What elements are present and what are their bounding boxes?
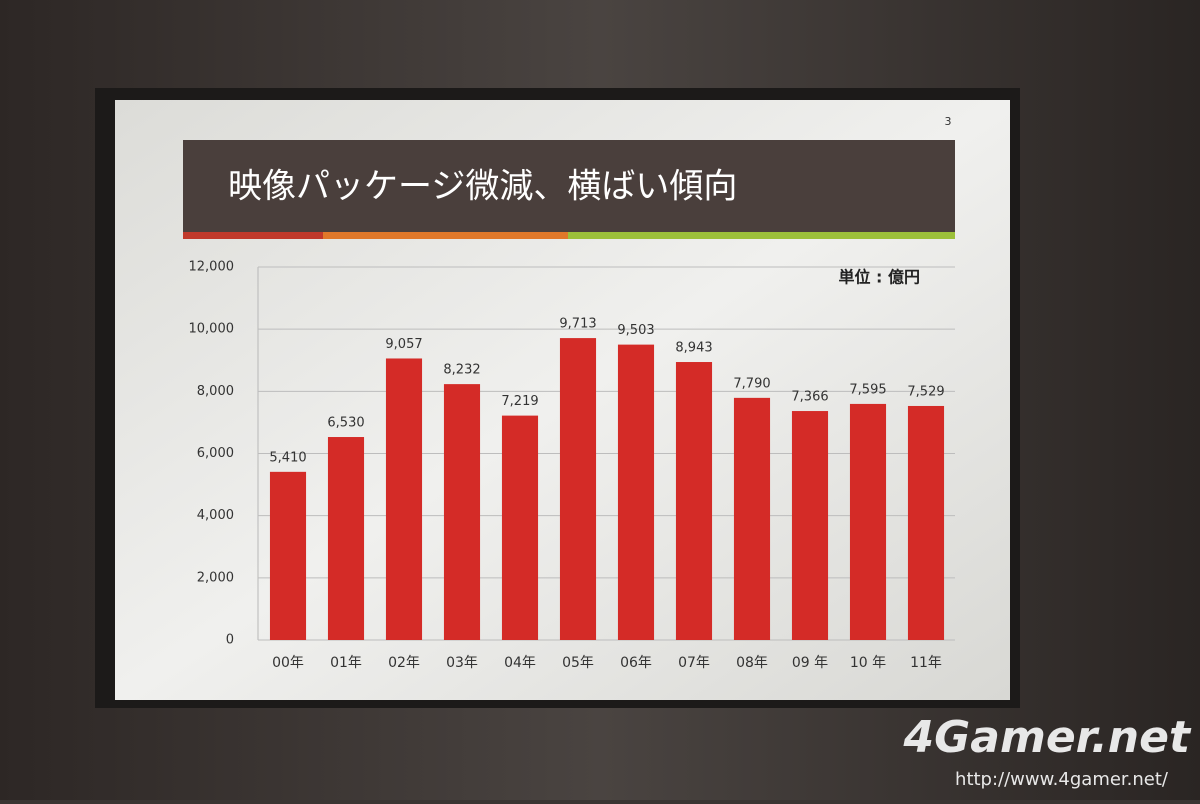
x-tick-label: 07年 [678, 655, 710, 671]
chart-title: 映像パッケージ微減、横ばい傾向 [228, 167, 737, 207]
bar [791, 411, 829, 640]
strip [568, 232, 955, 239]
value-label: 9,057 [385, 337, 422, 352]
title-banner [183, 140, 955, 232]
value-label: 7,219 [501, 394, 538, 409]
value-label: 9,713 [559, 317, 596, 332]
x-tick-label: 09 年 [792, 655, 828, 671]
bar [907, 405, 945, 640]
bar [443, 384, 481, 640]
bar [733, 397, 771, 640]
y-tick-label: 0 [226, 633, 234, 648]
x-tick-label: 11年 [910, 655, 942, 671]
bar [501, 415, 539, 640]
bar [385, 358, 423, 640]
value-label: 5,410 [269, 450, 306, 465]
x-tick-label: 03年 [446, 655, 478, 671]
x-tick-label: 05年 [562, 655, 594, 671]
unit-label: 単位 : 億円 [838, 268, 920, 287]
bar [675, 362, 713, 640]
y-tick-label: 8,000 [197, 384, 234, 399]
value-label: 8,232 [443, 363, 480, 378]
strip [323, 232, 568, 239]
y-tick-label: 10,000 [189, 322, 235, 337]
x-tick-label: 06年 [620, 655, 652, 671]
bar [327, 437, 365, 640]
x-tick-label: 04年 [504, 655, 536, 671]
bar [559, 338, 597, 640]
x-tick-label: 00年 [272, 655, 304, 671]
strip [183, 232, 323, 239]
bar [849, 403, 887, 640]
y-tick-label: 12,000 [189, 260, 235, 275]
bar [617, 344, 655, 640]
x-tick-label: 02年 [388, 655, 420, 671]
value-label: 7,529 [907, 384, 944, 399]
watermark-url: http://www.4gamer.net/ [955, 769, 1169, 790]
slide-number: 3 [945, 115, 952, 128]
x-tick-label: 10 年 [850, 655, 886, 671]
watermark-brand: 4Gamer.net [903, 712, 1192, 763]
value-label: 7,366 [791, 390, 828, 405]
y-tick-label: 4,000 [197, 508, 234, 523]
y-tick-label: 6,000 [197, 446, 234, 461]
bar [269, 471, 307, 640]
x-tick-label: 01年 [330, 655, 362, 671]
value-label: 6,530 [327, 416, 364, 431]
value-label: 7,790 [733, 376, 770, 391]
x-tick-label: 08年 [736, 655, 768, 671]
value-label: 9,503 [617, 323, 654, 338]
value-label: 8,943 [675, 341, 712, 356]
y-tick-label: 2,000 [197, 570, 234, 585]
value-label: 7,595 [849, 382, 886, 397]
